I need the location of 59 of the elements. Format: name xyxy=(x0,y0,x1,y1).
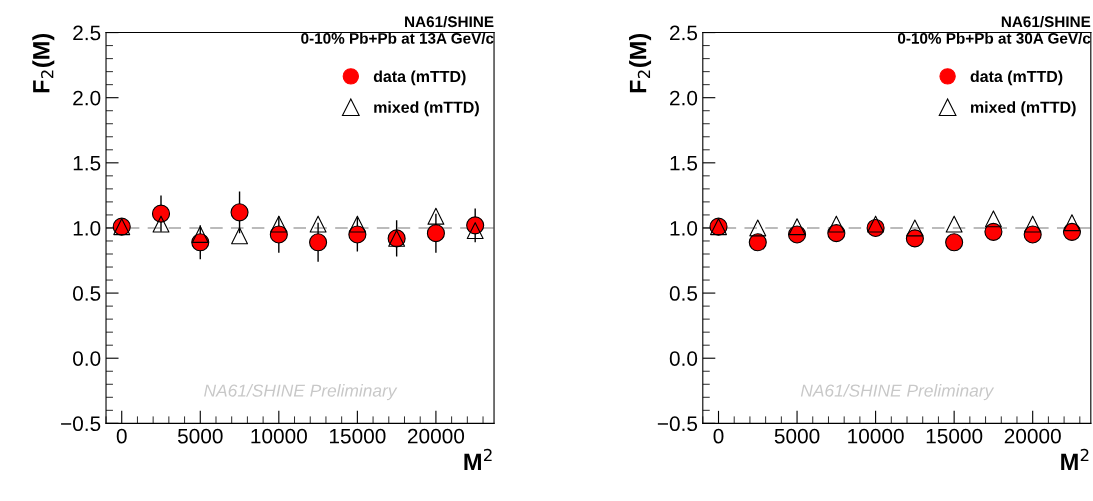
x-tick-label: 5000 xyxy=(774,428,820,444)
y-tick-label: 1.5 xyxy=(670,156,698,171)
x-tick-label: 10000 xyxy=(251,428,307,444)
y-tick-label: 2.5 xyxy=(73,25,101,41)
y-axis-title: F$_{2}$(M) xyxy=(629,33,652,93)
x-tick-label: 15000 xyxy=(329,428,386,444)
y-tick-label: 0.5 xyxy=(73,286,101,301)
legend-label: mixed (mTTD) xyxy=(971,101,1076,117)
point xyxy=(231,227,249,245)
point xyxy=(748,233,767,252)
chart-title: NA61/SHINE xyxy=(1001,15,1091,28)
chart-title: NA61/SHINE xyxy=(405,15,494,28)
y-tick-label: 1.5 xyxy=(73,156,101,171)
y-tick-label: 2.0 xyxy=(670,90,698,106)
point xyxy=(945,233,964,252)
y-tick-label: 1.0 xyxy=(670,220,698,236)
point xyxy=(749,219,767,237)
point xyxy=(945,215,963,233)
x-axis-title: M$^{2}$ xyxy=(1061,448,1089,471)
x-axis-title: M$^{2}$ xyxy=(464,448,492,471)
point xyxy=(426,224,445,243)
y-axis-title: F$_{2}$(M) xyxy=(32,33,55,93)
legend-label: mixed (mTTD) xyxy=(374,101,479,117)
point xyxy=(427,207,445,225)
point xyxy=(827,215,845,233)
point xyxy=(1024,215,1042,233)
point xyxy=(309,233,328,252)
x-tick-label: 0 xyxy=(713,428,724,444)
y-tick-label: 1.0 xyxy=(73,220,101,236)
chart-subtitle: 0-10% Pb+Pb at 13A GeV/c xyxy=(301,32,494,44)
x-tick-label: 10000 xyxy=(848,428,904,444)
point xyxy=(1063,214,1081,232)
x-tick-label: 0 xyxy=(116,428,127,444)
y-tick-label: 2.5 xyxy=(670,25,698,41)
point xyxy=(230,203,249,222)
x-tick-label: 20000 xyxy=(408,428,465,444)
point xyxy=(191,225,209,243)
y-tick-label: −0.5 xyxy=(61,416,101,432)
y-tick-label: 0.5 xyxy=(669,286,698,301)
y-tick-label: 0.0 xyxy=(669,351,698,366)
legend-label: data (mTTD) xyxy=(373,70,466,86)
point xyxy=(984,222,1003,241)
point xyxy=(270,215,288,233)
point xyxy=(906,219,924,237)
x-tick-label: 5000 xyxy=(177,428,223,444)
x-tick-label: 15000 xyxy=(926,428,983,444)
point xyxy=(466,222,484,240)
point xyxy=(788,218,806,236)
y-tick-label: 2.0 xyxy=(73,90,101,106)
x-tick-label: 20000 xyxy=(1004,428,1061,444)
point xyxy=(867,215,885,233)
point xyxy=(152,215,170,233)
y-tick-label: 0.0 xyxy=(73,351,101,366)
point xyxy=(309,215,327,233)
y-tick-label: −0.5 xyxy=(657,416,698,432)
point xyxy=(151,204,171,223)
point xyxy=(348,215,366,233)
legend-label: data (mTTD) xyxy=(970,70,1063,86)
point xyxy=(984,210,1002,228)
